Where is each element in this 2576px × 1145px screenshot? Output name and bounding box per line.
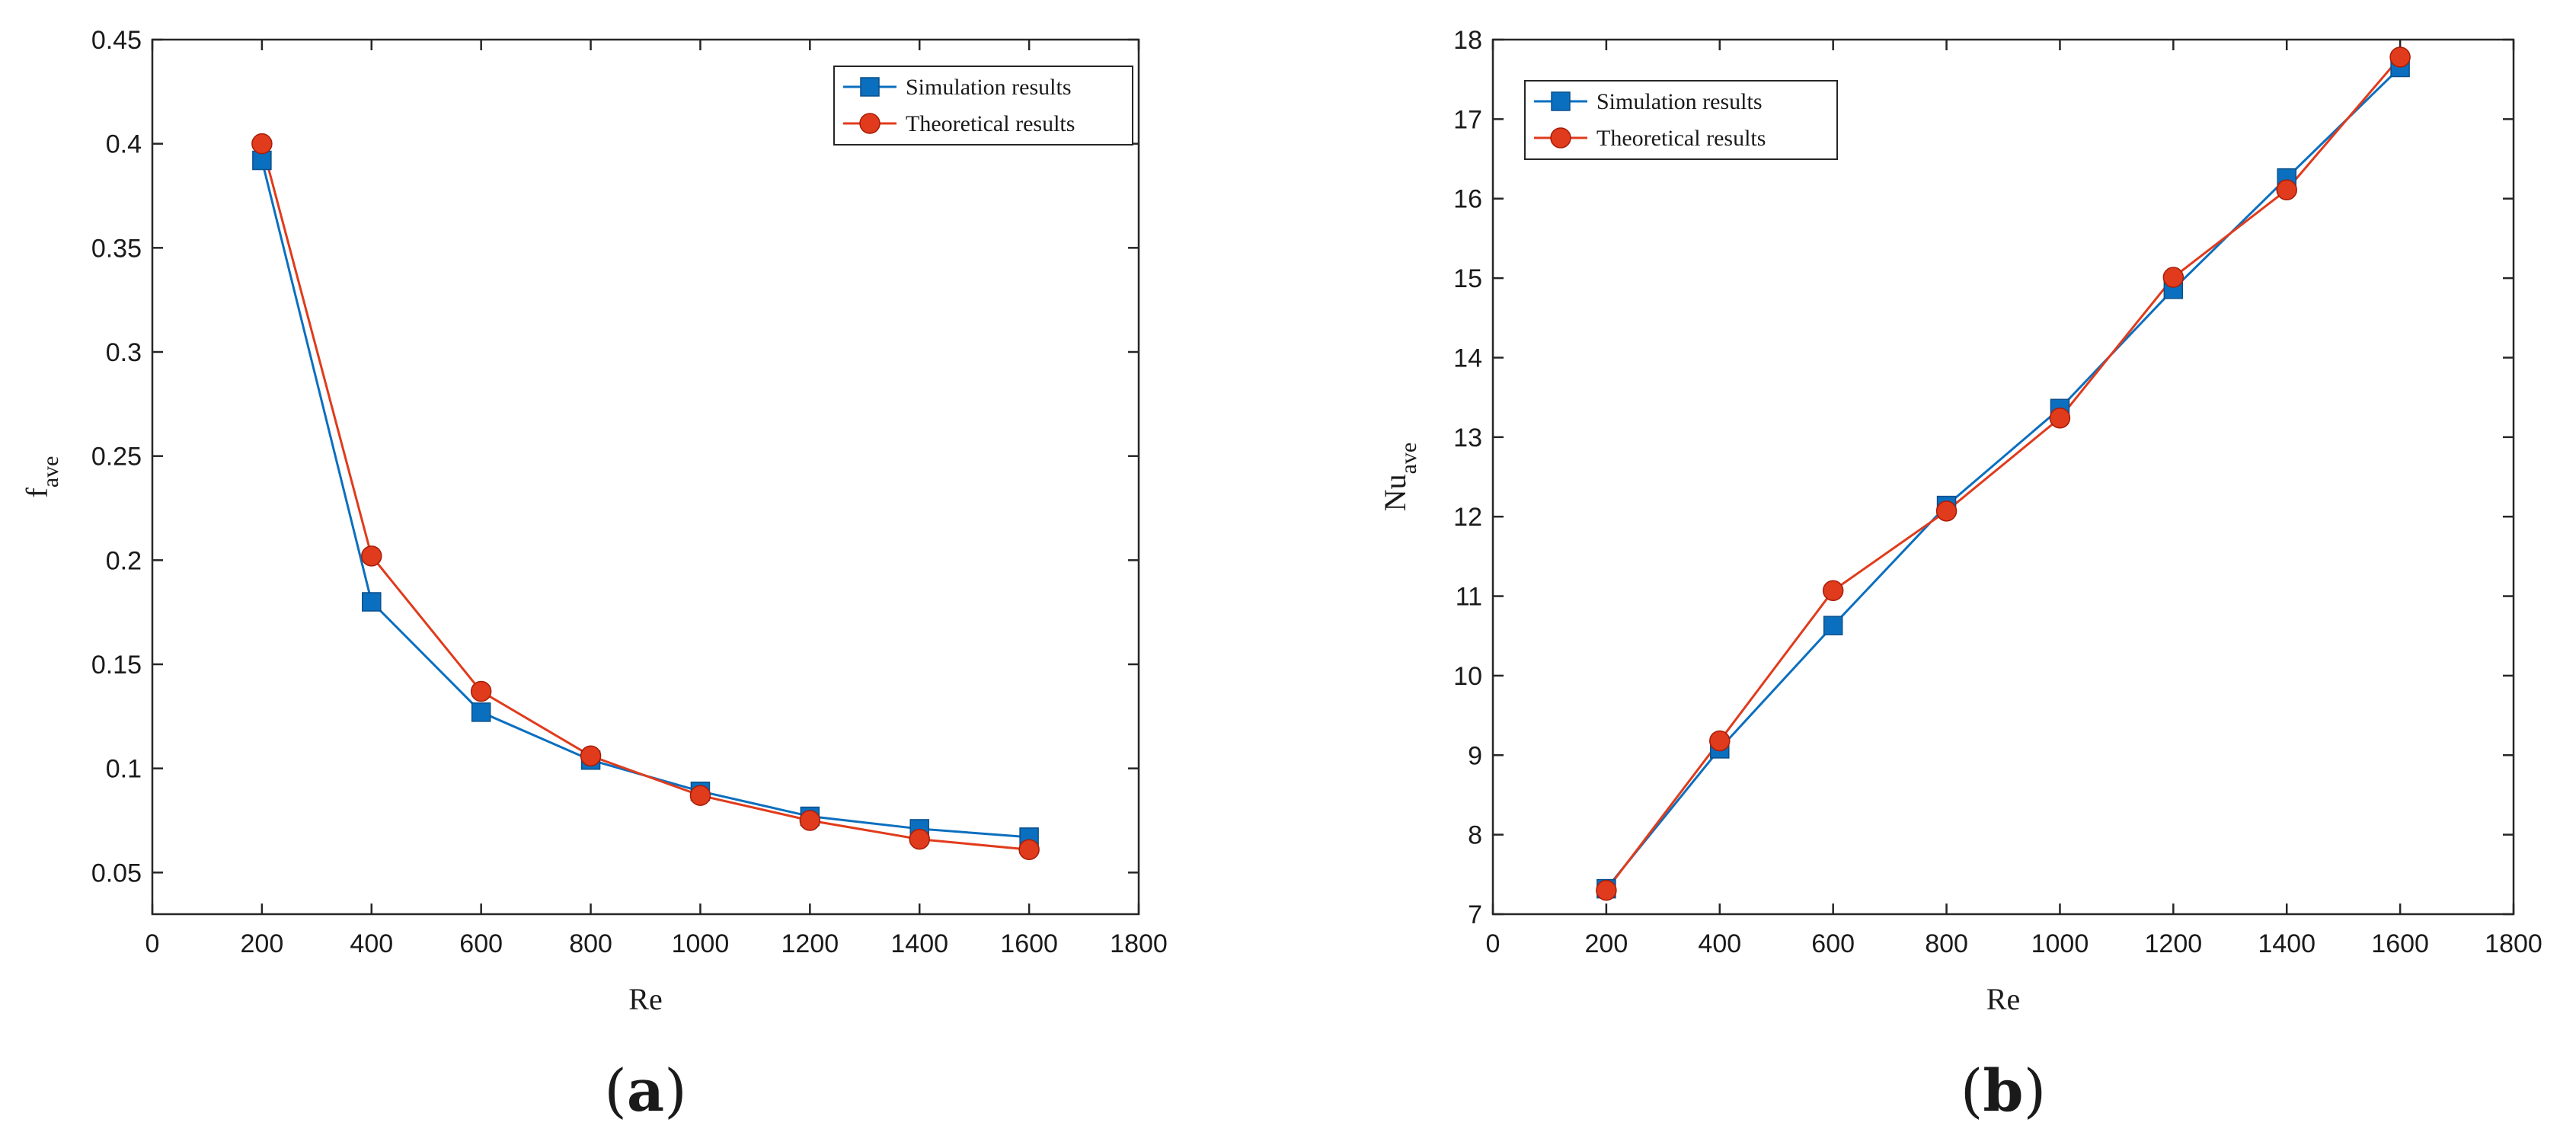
y-axis-title-sub: ave	[1396, 443, 1421, 475]
legend-label-simulation: Simulation results	[906, 75, 1072, 100]
data-point-theoretical	[1709, 730, 1731, 752]
data-point-theoretical	[2276, 179, 2297, 200]
y-tick-label: 0.05	[91, 859, 142, 888]
x-axis-title: Re	[628, 982, 662, 1016]
x-tick-label: 0	[145, 929, 160, 958]
x-tick-label: 1000	[672, 929, 730, 958]
y-axis-title-main: f	[20, 487, 54, 497]
series-line-theoretical	[1605, 56, 2402, 891]
y-tick-label: 12	[1453, 503, 1482, 532]
y-tick-label: 0.1	[106, 755, 142, 784]
y-tick-label: 16	[1453, 185, 1482, 214]
data-point-simulation	[471, 702, 491, 722]
y-tick-label: 11	[1456, 583, 1482, 612]
x-tick-label: 1000	[2031, 929, 2089, 958]
legend-box	[1524, 80, 1838, 160]
chart-a: 0 200 400 600 800 1000 1200 1400 1600 1800 0.05 0.1…	[20, 26, 1168, 1124]
x-tick-label: 1800	[2485, 929, 2542, 958]
panel-label: (a)	[604, 1057, 687, 1124]
y-axis-title: Nuave	[1378, 443, 1421, 512]
y-tick-label: 17	[1453, 105, 1482, 134]
plot-frame	[151, 38, 1140, 916]
series-line-theoretical	[260, 143, 1030, 851]
data-point-theoretical	[1018, 839, 1040, 861]
panel-label: (b)	[1961, 1057, 2046, 1124]
data-point-theoretical	[799, 810, 821, 831]
legend-label-theoretical: Theoretical results	[906, 111, 1075, 136]
panel-label-letter: a	[627, 1057, 664, 1124]
y-tick-label: 13	[1453, 424, 1482, 453]
x-tick-label: 800	[1925, 929, 1968, 958]
x-tick-label: 0	[1486, 929, 1501, 958]
legend-label-simulation: Simulation results	[1596, 89, 1763, 114]
x-tick-label: 800	[569, 929, 612, 958]
data-point-theoretical	[909, 828, 930, 850]
panel-label-close-paren: )	[2024, 1057, 2047, 1124]
data-point-theoretical	[361, 545, 382, 567]
y-tick-label: 0.15	[91, 651, 142, 680]
x-axis-title: Re	[1986, 982, 2020, 1016]
panel-label-open-paren: (	[1961, 1057, 1983, 1124]
y-tick-label: 0.4	[106, 130, 142, 159]
y-axis-title-main: Nu	[1378, 474, 1412, 511]
data-point-theoretical	[1596, 879, 1617, 901]
data-point-theoretical	[2389, 46, 2411, 68]
legend-marker-theoretical	[859, 113, 881, 134]
x-tick-label: 1600	[1000, 929, 1058, 958]
y-axis-title: fave	[20, 456, 63, 498]
series-line-simulation	[1605, 66, 2402, 890]
data-point-theoretical	[2049, 408, 2071, 429]
legend-marker-simulation	[1551, 91, 1571, 111]
chart-b: 0 200 400 600 800 1000 1200 1400 1600 1800 7 8 9 10 11…	[1378, 26, 2542, 1124]
x-tick-label: 200	[1585, 929, 1628, 958]
y-tick-label: 0.2	[106, 546, 142, 575]
legend-box	[833, 66, 1133, 146]
y-tick-label: 10	[1453, 662, 1482, 691]
y-tick-label: 14	[1453, 344, 1482, 373]
y-tick-label: 0.25	[91, 443, 142, 472]
data-point-theoretical	[580, 745, 602, 767]
panel-label-open-paren: (	[604, 1057, 627, 1124]
data-point-theoretical	[2162, 267, 2184, 288]
x-tick-label: 1400	[890, 929, 948, 958]
data-point-theoretical	[1935, 501, 1958, 522]
legend-label-theoretical: Theoretical results	[1596, 126, 1766, 151]
data-point-theoretical	[251, 133, 273, 155]
y-tick-label: 8	[1468, 821, 1482, 850]
panel-label-close-paren: )	[664, 1057, 687, 1124]
x-tick-label: 600	[1811, 929, 1855, 958]
y-axis-title-sub: ave	[38, 456, 63, 488]
y-tick-label: 0.35	[91, 234, 142, 263]
legend-marker-simulation	[860, 77, 880, 97]
y-tick-label: 15	[1453, 264, 1482, 293]
data-point-theoretical	[1822, 580, 1844, 601]
x-tick-label: 200	[241, 929, 284, 958]
x-tick-label: 1200	[781, 929, 839, 958]
y-tick-label: 7	[1468, 900, 1482, 929]
plot-frame	[1491, 38, 2515, 916]
x-tick-label: 400	[1698, 929, 1741, 958]
x-tick-label: 1200	[2145, 929, 2203, 958]
data-point-simulation	[362, 592, 382, 612]
data-point-simulation	[252, 150, 272, 171]
data-point-simulation	[1823, 616, 1843, 635]
y-tick-label: 0.45	[91, 26, 142, 55]
y-tick-label: 9	[1468, 741, 1482, 770]
data-point-theoretical	[470, 680, 492, 702]
x-tick-label: 1400	[2258, 929, 2316, 958]
y-tick-label: 0.3	[106, 338, 142, 367]
data-point-theoretical	[689, 785, 711, 806]
x-tick-label: 1800	[1110, 929, 1168, 958]
x-tick-label: 1600	[2371, 929, 2429, 958]
x-tick-label: 400	[350, 929, 393, 958]
y-tick-label: 18	[1453, 26, 1482, 55]
legend-marker-theoretical	[1550, 127, 1571, 149]
panel-label-letter: b	[1983, 1057, 2023, 1124]
x-tick-label: 600	[459, 929, 503, 958]
